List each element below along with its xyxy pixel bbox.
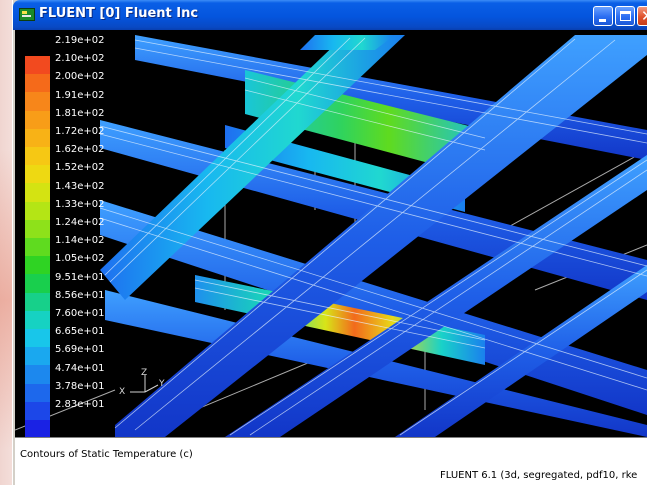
minimize-icon xyxy=(599,19,606,22)
close-button[interactable]: ✕ xyxy=(637,6,647,26)
legend-swatch xyxy=(25,165,50,184)
maximize-icon xyxy=(620,11,631,21)
fluent-window: FLUENT [0] Fluent Inc ✕ xyxy=(13,0,647,485)
legend-label: 2.83e+01 xyxy=(55,399,105,410)
legend-label: 1.43e+02 xyxy=(55,180,105,192)
legend-swatch xyxy=(25,383,50,403)
legend-label: 3.78e+01 xyxy=(55,380,105,392)
legend-label: 1.91e+02 xyxy=(55,89,105,101)
legend-label: 5.69e+01 xyxy=(55,344,105,356)
title-bar[interactable]: FLUENT [0] Fluent Inc ✕ xyxy=(13,0,647,30)
plot-caption: Contours of Static Temperature (c) xyxy=(20,449,193,460)
color-legend xyxy=(25,56,50,437)
legend-label: 1.33e+02 xyxy=(55,198,105,210)
legend-swatch xyxy=(25,147,50,166)
legend-swatch xyxy=(25,256,50,275)
legend-swatch xyxy=(25,292,50,312)
legend-label: 1.05e+02 xyxy=(55,253,105,265)
axis-label-x: X xyxy=(119,387,126,397)
legend-label: 7.60e+01 xyxy=(55,308,105,319)
legend-label: 8.56e+01 xyxy=(55,289,105,301)
close-icon: ✕ xyxy=(641,9,647,24)
axis-triad xyxy=(130,375,159,393)
legend-swatch xyxy=(25,347,50,366)
legend-swatch xyxy=(25,110,50,130)
legend-label: 9.51e+01 xyxy=(55,271,105,283)
legend-label: 1.52e+02 xyxy=(55,162,105,174)
legend-swatch xyxy=(25,219,50,239)
legend-swatch xyxy=(25,183,50,203)
graphics-viewport[interactable]: 2.19e+02 2.10e+02 2.00e+02 1.91e+02 1.81e+02… xyxy=(15,30,647,437)
legend-swatch xyxy=(25,201,50,221)
minimize-button[interactable] xyxy=(593,6,613,26)
legend-swatch xyxy=(25,128,50,148)
contour-plot-render xyxy=(15,35,647,437)
legend-label: 2.10e+02 xyxy=(55,53,105,65)
legend-swatch xyxy=(25,420,50,437)
legend-swatch xyxy=(25,274,50,294)
legend-swatch xyxy=(25,329,50,348)
fluent-app-icon[interactable] xyxy=(19,8,35,21)
legend-swatch xyxy=(25,238,50,257)
legend-swatch xyxy=(25,92,50,112)
window-title: FLUENT [0] Fluent Inc xyxy=(39,6,199,21)
legend-label: 2.00e+02 xyxy=(55,71,105,83)
caption-panel: Contours of Static Temperature (c) FLUEN… xyxy=(15,437,647,485)
axis-label-z: Z xyxy=(141,368,148,378)
axis-label-y: Y xyxy=(159,379,165,389)
legend-swatch xyxy=(25,365,50,385)
solver-info: FLUENT 6.1 (3d, segregated, pdf10, rke xyxy=(440,470,638,481)
legend-label: 1.14e+02 xyxy=(55,235,105,247)
legend-label: 4.74e+01 xyxy=(55,362,105,374)
legend-swatch xyxy=(25,401,50,421)
legend-swatch xyxy=(25,310,50,330)
legend-label: 1.62e+02 xyxy=(55,144,105,156)
legend-label: 2.19e+02 xyxy=(55,35,105,46)
maximize-button[interactable] xyxy=(615,6,635,26)
legend-swatch xyxy=(25,56,50,75)
legend-label: 1.24e+02 xyxy=(55,217,105,228)
legend-swatch xyxy=(25,74,50,93)
legend-label: 1.81e+02 xyxy=(55,107,105,119)
legend-label: 6.65e+01 xyxy=(55,326,105,338)
legend-label: 1.72e+02 xyxy=(55,126,105,137)
